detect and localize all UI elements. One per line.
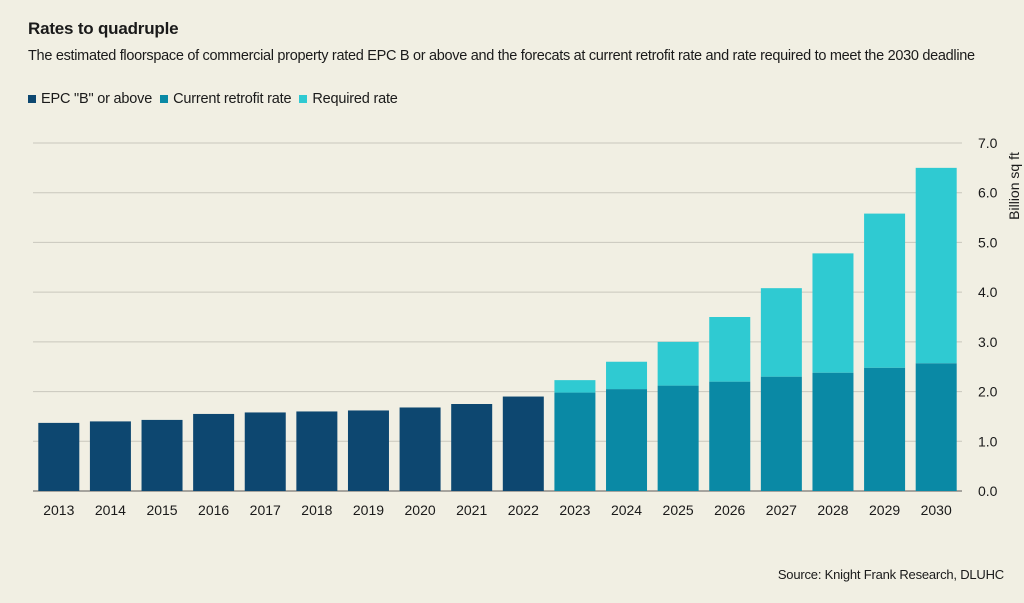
x-tick-label: 2030 xyxy=(921,502,952,518)
y-tick-label: 1.0 xyxy=(978,433,998,449)
bar-required-rate-2024 xyxy=(606,361,648,390)
x-tick-label: 2023 xyxy=(559,502,590,518)
x-tick-label: 2021 xyxy=(456,502,487,518)
bar-required-rate-2025 xyxy=(657,341,699,386)
bar-current-retrofit-2030 xyxy=(915,363,957,491)
bar-epc-b-2021 xyxy=(451,404,493,491)
x-tick-label: 2024 xyxy=(611,502,642,518)
legend-label-required-rate: Required rate xyxy=(312,91,398,107)
legend-label-current-retrofit: Current retrofit rate xyxy=(173,91,292,107)
bar-epc-b-2019 xyxy=(347,410,389,491)
y-tick-label: 5.0 xyxy=(978,234,998,250)
bar-required-rate-2026 xyxy=(709,317,751,382)
bar-epc-b-2013 xyxy=(38,422,80,491)
legend-label-epc-b: EPC "B" or above xyxy=(41,91,153,107)
bar-epc-b-2017 xyxy=(244,412,286,491)
legend-swatch-current-retrofit xyxy=(160,95,169,103)
bar-epc-b-2018 xyxy=(296,411,338,491)
bar-required-rate-2029 xyxy=(864,213,906,368)
y-tick-label: 6.0 xyxy=(978,185,998,201)
x-tick-label: 2013 xyxy=(43,502,74,518)
x-tick-label: 2020 xyxy=(405,502,436,518)
bar-current-retrofit-2025 xyxy=(657,385,699,491)
legend-item-current-retrofit: Current retrofit rate xyxy=(160,91,292,107)
bar-current-retrofit-2029 xyxy=(864,367,906,491)
y-axis-label: Billion sq ft xyxy=(1006,152,1022,220)
x-tick-label: 2022 xyxy=(508,502,539,518)
bar-epc-b-2015 xyxy=(141,419,183,491)
source-note: Source: Knight Frank Research, DLUHC xyxy=(777,567,1004,582)
x-tick-label: 2025 xyxy=(663,502,694,518)
legend-swatch-required-rate xyxy=(299,95,308,103)
bar-epc-b-2022 xyxy=(502,396,544,491)
bar-current-retrofit-2023 xyxy=(554,392,596,491)
chart-subtitle: The estimated floorspace of commercial p… xyxy=(28,48,975,64)
bar-epc-b-2020 xyxy=(399,407,441,491)
bar-required-rate-2028 xyxy=(812,253,854,373)
x-tick-label: 2016 xyxy=(198,502,229,518)
chart-title: Rates to quadruple xyxy=(28,19,179,38)
y-tick-label: 0.0 xyxy=(978,483,998,499)
legend-swatch-epc-b xyxy=(28,95,36,103)
bar-current-retrofit-2026 xyxy=(709,381,751,491)
bar-epc-b-2014 xyxy=(89,421,131,491)
x-tick-label: 2015 xyxy=(146,502,177,518)
x-tick-label: 2028 xyxy=(817,502,848,518)
y-tick-label: 2.0 xyxy=(978,384,998,400)
x-tick-label: 2017 xyxy=(250,502,281,518)
legend-item-epc-b: EPC "B" or above xyxy=(28,91,152,107)
x-tick-label: 2027 xyxy=(766,502,797,518)
x-tick-label: 2014 xyxy=(95,502,126,518)
y-tick-label: 3.0 xyxy=(978,334,998,350)
x-tick-label: 2018 xyxy=(301,502,332,518)
bar-current-retrofit-2027 xyxy=(760,376,802,491)
x-tick-label: 2019 xyxy=(353,502,384,518)
bar-required-rate-2030 xyxy=(915,167,957,364)
bar-current-retrofit-2024 xyxy=(606,389,648,491)
bar-required-rate-2027 xyxy=(760,288,802,377)
bar-current-retrofit-2028 xyxy=(812,372,854,491)
bar-required-rate-2023 xyxy=(554,380,596,393)
legend-item-required-rate: Required rate xyxy=(299,91,398,107)
x-tick-label: 2029 xyxy=(869,502,900,518)
x-tick-label: 2026 xyxy=(714,502,745,518)
bar-epc-b-2016 xyxy=(193,413,235,491)
y-tick-label: 7.0 xyxy=(978,135,998,151)
y-tick-label: 4.0 xyxy=(978,284,998,300)
chart-legend: EPC "B" or above Current retrofit rate R… xyxy=(28,91,406,107)
